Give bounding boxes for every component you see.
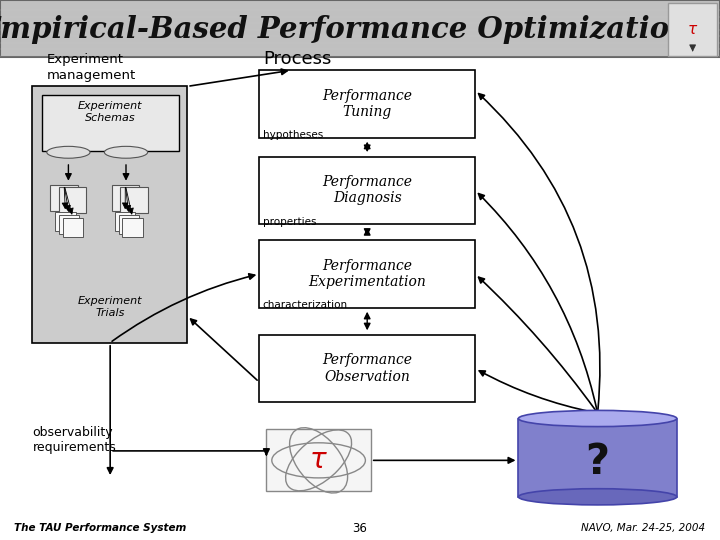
- Text: 36: 36: [353, 522, 367, 535]
- FancyBboxPatch shape: [63, 218, 83, 237]
- Bar: [0, 0, 720, 57]
- Bar: [259, 240, 475, 308]
- Text: The TAU Performance System: The TAU Performance System: [14, 523, 186, 533]
- Ellipse shape: [104, 146, 148, 158]
- FancyBboxPatch shape: [55, 212, 76, 231]
- Bar: [266, 429, 371, 491]
- Text: Performance
Diagnosis: Performance Diagnosis: [323, 176, 412, 205]
- Text: Experiment
management: Experiment management: [47, 53, 136, 82]
- FancyBboxPatch shape: [122, 218, 143, 237]
- Text: Process: Process: [263, 50, 331, 69]
- Ellipse shape: [518, 489, 677, 505]
- Text: Performance
Tuning: Performance Tuning: [323, 89, 412, 119]
- Bar: [259, 70, 475, 138]
- FancyBboxPatch shape: [112, 185, 139, 211]
- Bar: [42, 94, 179, 151]
- Text: Empirical-Based Performance Optimization: Empirical-Based Performance Optimization: [0, 15, 691, 44]
- Bar: [518, 418, 677, 497]
- Ellipse shape: [518, 410, 677, 427]
- FancyBboxPatch shape: [59, 187, 86, 213]
- Bar: [668, 3, 717, 56]
- FancyBboxPatch shape: [119, 215, 139, 234]
- Text: properties: properties: [263, 217, 316, 227]
- Text: Experiment
Schemas: Experiment Schemas: [78, 101, 143, 123]
- Text: characterization: characterization: [263, 300, 348, 310]
- Text: Experiment
Trials: Experiment Trials: [78, 296, 143, 318]
- Text: Performance
Observation: Performance Observation: [323, 354, 412, 383]
- Text: Performance
Experimentation: Performance Experimentation: [308, 259, 426, 289]
- FancyBboxPatch shape: [50, 185, 78, 211]
- Text: hypotheses: hypotheses: [263, 130, 323, 140]
- Text: NAVO, Mar. 24-25, 2004: NAVO, Mar. 24-25, 2004: [582, 523, 706, 533]
- Text: ?: ?: [585, 441, 610, 483]
- FancyBboxPatch shape: [115, 212, 135, 231]
- Bar: [32, 86, 187, 343]
- Text: $\tau$: $\tau$: [687, 22, 698, 37]
- FancyBboxPatch shape: [59, 215, 79, 234]
- Bar: [259, 335, 475, 402]
- Bar: [259, 157, 475, 224]
- Text: observability
requirements: observability requirements: [32, 426, 116, 454]
- Text: $\tau$: $\tau$: [309, 447, 328, 474]
- FancyBboxPatch shape: [120, 187, 148, 213]
- Ellipse shape: [47, 146, 90, 158]
